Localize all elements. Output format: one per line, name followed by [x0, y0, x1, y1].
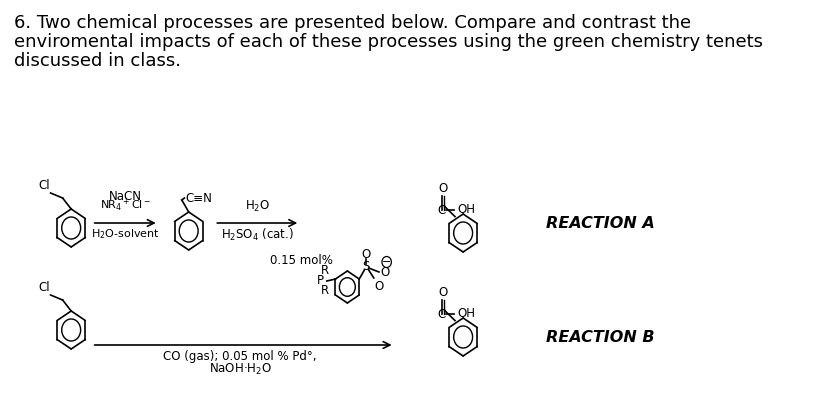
Text: P: P	[316, 275, 324, 288]
Text: NaOH·H$_2$O: NaOH·H$_2$O	[208, 362, 271, 377]
Text: O: O	[381, 265, 390, 279]
Text: 0.15 mol%: 0.15 mol%	[270, 253, 333, 267]
Text: H$_2$O: H$_2$O	[245, 199, 270, 214]
Text: CO (gas); 0.05 mol % Pd°,: CO (gas); 0.05 mol % Pd°,	[164, 350, 317, 363]
Text: C: C	[437, 204, 446, 217]
Text: O: O	[438, 286, 447, 298]
Text: REACTION B: REACTION B	[546, 330, 655, 344]
Text: S: S	[363, 261, 370, 273]
Text: H$_2$SO$_4$ (cat.): H$_2$SO$_4$ (cat.)	[221, 227, 294, 243]
Text: NR$_4$$^+$Cl$^-$: NR$_4$$^+$Cl$^-$	[100, 197, 151, 214]
Text: −: −	[382, 257, 392, 267]
Text: Cl: Cl	[38, 281, 50, 294]
Text: H$_2$O-solvent: H$_2$O-solvent	[90, 227, 159, 241]
Text: C≡N: C≡N	[185, 192, 212, 205]
Text: NaCN: NaCN	[109, 190, 142, 203]
Text: O: O	[374, 280, 384, 293]
Text: R: R	[321, 284, 330, 298]
Text: R: R	[321, 265, 330, 277]
Text: REACTION A: REACTION A	[546, 215, 655, 231]
Text: OH: OH	[457, 307, 476, 320]
Text: O: O	[438, 182, 447, 195]
Text: C: C	[437, 308, 446, 321]
Text: O: O	[362, 249, 371, 261]
Text: enviromental impacts of each of these processes using the green chemistry tenets: enviromental impacts of each of these pr…	[14, 33, 763, 51]
Text: 6. Two chemical processes are presented below. Compare and contrast the: 6. Two chemical processes are presented …	[14, 14, 691, 32]
Text: discussed in class.: discussed in class.	[14, 52, 181, 70]
Text: OH: OH	[457, 203, 476, 216]
Text: Cl: Cl	[38, 179, 50, 192]
